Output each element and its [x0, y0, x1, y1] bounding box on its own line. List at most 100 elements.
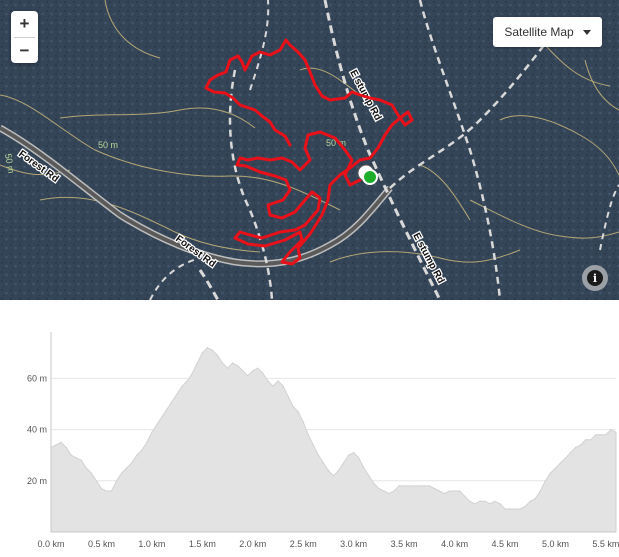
elevation-point — [146, 441, 148, 443]
elevation-point — [454, 490, 456, 492]
elevation-point — [408, 485, 410, 487]
map-layer-selector[interactable]: Satellite Map — [493, 17, 602, 47]
elevation-point — [605, 434, 607, 436]
elevation-point — [196, 362, 198, 364]
y-tick-label: 40 m — [27, 425, 47, 435]
elevation-point — [438, 490, 440, 492]
elevation-point — [90, 472, 92, 474]
elevation-point — [141, 449, 143, 451]
x-tick-label: 2.0 km — [239, 539, 266, 549]
elevation-point — [343, 462, 345, 464]
x-tick-label: 0.5 km — [88, 539, 115, 549]
gps-track — [204, 38, 414, 266]
elevation-point — [403, 485, 405, 487]
elevation-point — [484, 500, 486, 502]
x-tick-label: 3.5 km — [391, 539, 418, 549]
elevation-point — [126, 467, 128, 469]
zoom-in-button[interactable]: + — [11, 11, 38, 37]
zoom-divider — [14, 37, 35, 38]
x-tick-label: 5.0 km — [542, 539, 569, 549]
elevation-point — [262, 372, 264, 374]
info-icon: i — [587, 270, 603, 286]
y-tick-label: 20 m — [27, 476, 47, 486]
zoom-control: + − — [11, 11, 38, 63]
elevation-point — [292, 406, 294, 408]
elevation-point — [95, 480, 97, 482]
elevation-point — [221, 362, 224, 364]
elevation-point — [499, 503, 501, 505]
elevation-point — [514, 508, 516, 510]
elevation-point — [565, 457, 567, 459]
elevation-point — [55, 444, 57, 446]
x-tick-label: 5.5 km — [592, 539, 619, 549]
elevation-point — [171, 400, 173, 402]
elevation-area — [50, 347, 617, 533]
elevation-point — [559, 462, 562, 464]
elevation-point — [337, 470, 340, 472]
x-tick-label: 0.0 km — [37, 539, 64, 549]
elevation-point — [595, 434, 597, 436]
elevation-point — [151, 431, 153, 433]
elevation-point — [590, 439, 592, 441]
elevation-point — [161, 416, 163, 418]
x-tick-label: 4.0 km — [441, 539, 468, 549]
info-button[interactable]: i — [582, 265, 608, 291]
elevation-point — [211, 349, 213, 351]
elevation-point — [80, 459, 82, 461]
zoom-out-button[interactable]: − — [11, 38, 38, 64]
elevation-point — [519, 508, 521, 510]
elevation-point — [287, 395, 289, 397]
elevation-point — [358, 457, 360, 459]
elevation-point — [75, 457, 77, 459]
elevation-point — [494, 500, 496, 502]
elevation-point — [469, 500, 471, 502]
elevation-point — [277, 380, 279, 382]
elevation-point — [479, 500, 481, 502]
roads — [0, 0, 619, 300]
elevation-point — [317, 454, 319, 456]
elevation-point — [423, 485, 425, 487]
elevation-point — [524, 505, 526, 507]
elevation-point — [100, 487, 102, 490]
map-layer-selected-label: Satellite Map — [504, 25, 574, 39]
map-canvas[interactable]: 50 m 50 m 50 m Forest Rd Forest Rd E stu… — [0, 0, 619, 300]
elevation-point — [534, 498, 536, 500]
elevation-point — [227, 367, 229, 369]
elevation-point — [378, 487, 380, 490]
elevation-point — [433, 487, 435, 490]
elevation-point — [302, 421, 304, 423]
elevation-point — [393, 490, 395, 492]
elevation-point — [348, 454, 350, 456]
elevation-chart: 20 m 40 m 60 m 0.0 km 0.5 km 1.0 km 1.5 km 2.0 … — [27, 332, 619, 549]
elevation-point — [121, 472, 123, 474]
elevation-point — [383, 490, 385, 492]
elevation-point — [70, 454, 72, 456]
elevation-point — [216, 354, 219, 356]
elevation-point — [166, 408, 168, 410]
elevation-point — [443, 493, 446, 495]
elevation-point — [600, 434, 602, 436]
elevation-point — [191, 372, 193, 374]
elevation-point — [252, 370, 254, 372]
elevation-point — [110, 490, 113, 492]
satellite-map[interactable]: 50 m 50 m 50 m Forest Rd Forest Rd E stu… — [0, 0, 619, 300]
x-tick-label: 1.0 km — [138, 539, 165, 549]
elevation-point — [464, 495, 466, 497]
contour-label: 50 m — [326, 138, 346, 148]
start-marker[interactable] — [362, 169, 378, 185]
elevation-point — [60, 441, 62, 443]
x-tick-label: 4.5 km — [492, 539, 519, 549]
elevation-point — [554, 467, 557, 469]
elevation-point — [570, 452, 572, 454]
elevation-point — [332, 475, 335, 477]
elevation-point — [282, 385, 284, 387]
elevation-point — [448, 490, 451, 492]
elevation-point — [242, 370, 244, 372]
elevation-point — [585, 439, 587, 441]
elevation-point — [312, 444, 314, 446]
caret-down-icon — [582, 29, 591, 35]
elevation-point — [186, 380, 188, 382]
elevation-point — [539, 490, 541, 492]
elevation-point — [363, 467, 365, 469]
y-tick-label: 60 m — [27, 373, 47, 383]
